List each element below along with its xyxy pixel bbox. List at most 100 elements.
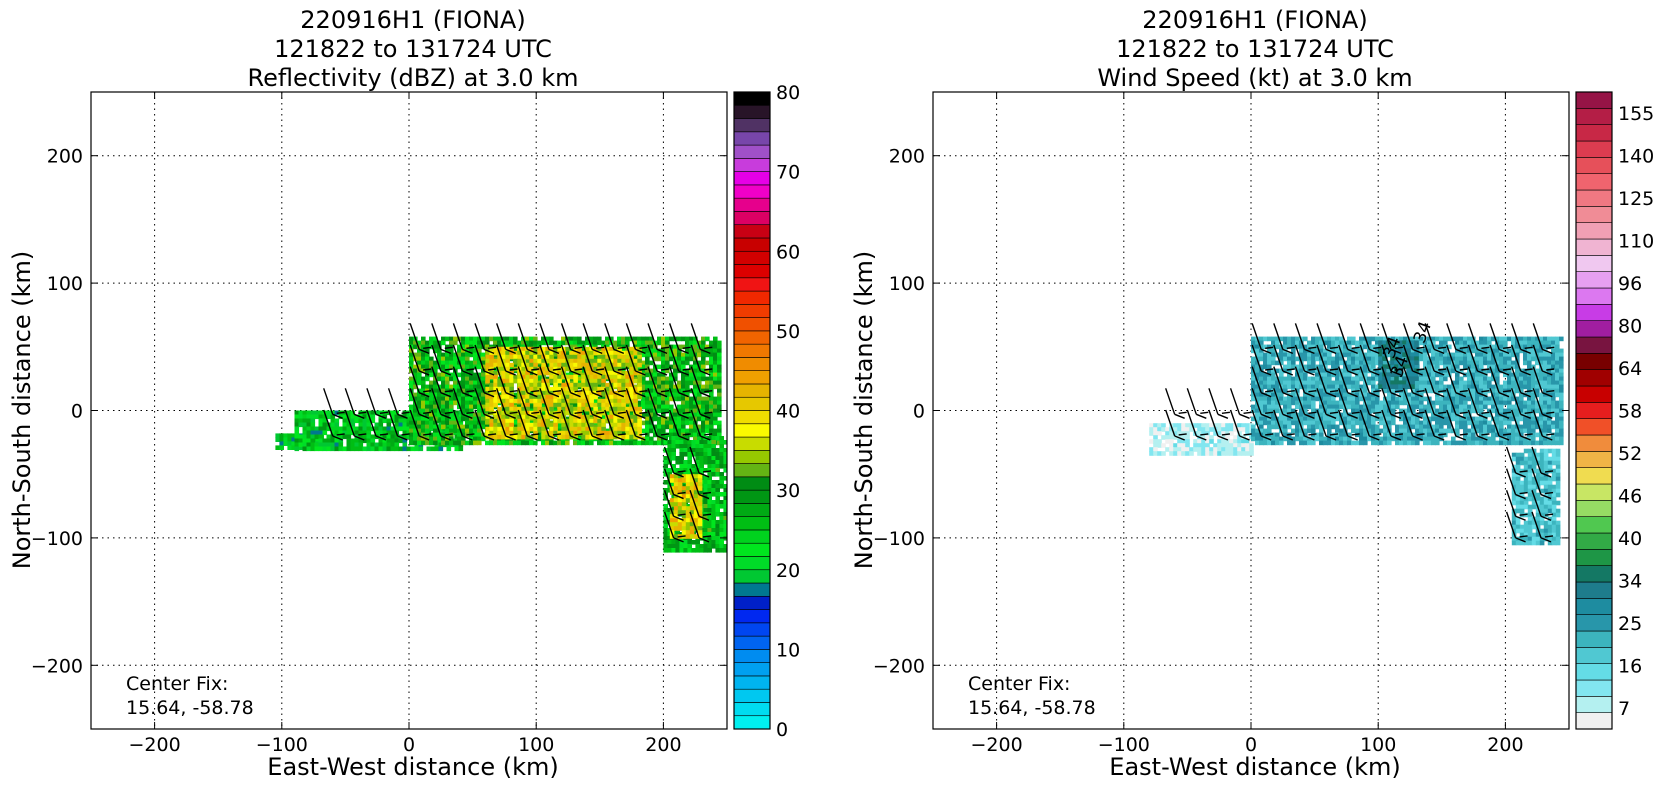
field-cell [545,410,550,416]
field-cell [707,516,712,521]
field-cell [691,452,696,457]
field-cell [657,424,662,430]
field-cell [453,380,458,386]
field-cell [294,410,300,416]
field-cell [493,434,498,440]
field-cell [382,430,388,436]
field-cell [1479,380,1484,386]
field-cell [723,464,727,469]
field-cell [1475,380,1480,386]
field-cell [553,426,558,432]
field-cell [1213,447,1218,452]
field-cell [1165,435,1170,440]
wind-barb [647,344,670,376]
field-cell [717,392,722,398]
field-cell [1479,352,1484,358]
field-cell [441,436,446,442]
field-cell [1335,364,1340,370]
field-cell [461,352,466,358]
field-cell [413,428,418,434]
field-cell [605,358,610,364]
field-cell [378,422,384,428]
field-cell [593,358,598,364]
field-cell [1271,352,1276,358]
field-cell [649,428,654,434]
field-cell [461,392,466,398]
field-cell [298,422,304,428]
field-cell [711,516,716,521]
field-cell [609,402,614,408]
field-cell [653,344,658,350]
field-cell [513,374,518,380]
field-cell [597,422,602,428]
field-cell [469,368,474,374]
field-cell [701,376,706,382]
field-cell [1499,336,1504,342]
field-cell [477,372,482,378]
field-cell [1225,439,1230,444]
wind-barb [582,323,605,354]
field-cell [1213,451,1218,456]
field-cell [517,382,522,388]
field-cell [653,380,658,386]
field-cell [1197,427,1202,432]
field-cell [409,404,414,410]
field-cell [461,376,466,382]
field-cell [641,364,646,370]
field-cell [723,456,727,461]
field-cell [669,502,675,507]
field-cell [1367,344,1372,350]
field-cell [663,472,668,477]
field-cell [589,402,594,408]
field-cell [1535,360,1540,366]
field-cell [1249,447,1254,452]
field-cell [697,428,702,434]
field-cell [1507,364,1512,370]
field-cell [585,426,590,432]
field-cell [1291,376,1296,382]
field-cell [699,460,704,465]
field-cell [1291,360,1296,366]
wind-barb [539,388,562,419]
field-cell [1189,451,1194,456]
field-cell [493,358,498,364]
field-cell [433,380,438,386]
field-cell [609,354,614,360]
field-cell [1475,384,1480,390]
field-cell [1375,384,1380,390]
field-cell [1161,451,1166,456]
field-cell [715,504,720,509]
field-cell [537,390,542,396]
field-cell [669,420,674,426]
field-cell [421,424,426,430]
field-cell [521,354,526,360]
field-cell [719,476,724,481]
field-cell [1161,443,1166,448]
field-cell [685,380,690,386]
field-cell [409,356,414,362]
field-cell [1551,372,1556,378]
field-cell [1547,364,1552,370]
field-cell [673,372,678,378]
field-cell [681,344,686,350]
field-cell [1271,388,1276,394]
field-cell [1217,435,1222,440]
field-cell [485,354,490,360]
field-cell [677,408,682,414]
field-cell [1483,384,1488,390]
field-cell [509,346,514,352]
field-cell [1303,356,1308,362]
field-cell [1495,372,1500,378]
wind-barb [474,388,497,419]
field-cell [709,376,714,382]
field-cell [621,418,626,424]
field-cell [605,336,610,342]
field-cell [453,360,458,366]
field-cell [711,524,716,529]
field-cell [705,396,710,402]
reflectivity-panel: 220916H1 (FIONA) 121822 to 131724 UTC Re… [8,6,800,781]
field-cell [1439,368,1444,374]
field-cell [1287,336,1292,342]
field-cell [417,392,422,398]
field-cell [1327,380,1332,386]
